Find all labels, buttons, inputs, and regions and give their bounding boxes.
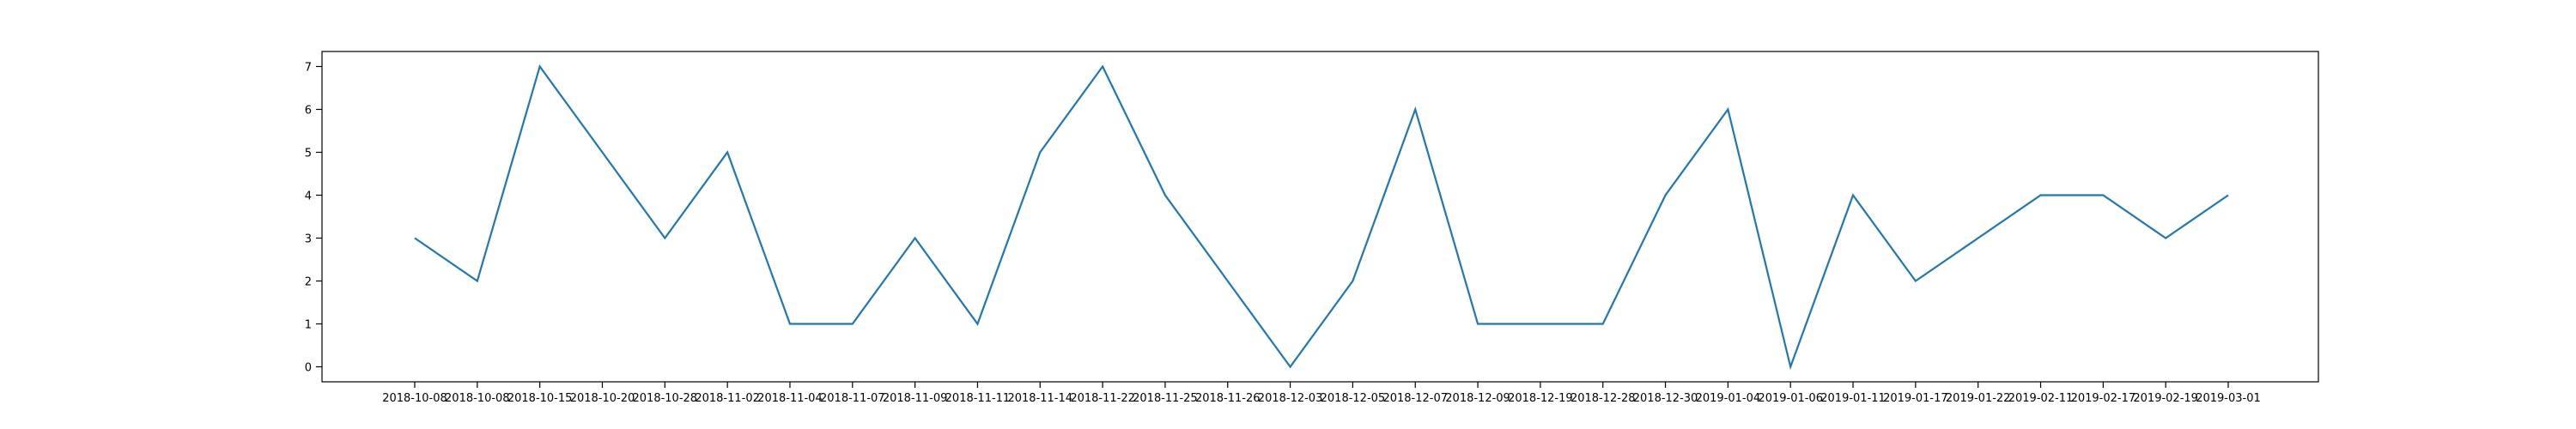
x-tick-label: 2019-01-04 xyxy=(1696,392,1761,405)
plot-area-frame xyxy=(321,51,2319,383)
y-axis: 0 1 2 3 4 5 6 7 xyxy=(305,62,322,375)
x-tick-label: 2019-01-17 xyxy=(1883,392,1948,405)
x-tick-label: 2018-12-07 xyxy=(1382,392,1448,405)
x-tick-label: 2019-03-01 xyxy=(2196,392,2261,405)
x-tick-label: 2018-11-02 xyxy=(695,392,760,405)
y-tick-label: 6 xyxy=(305,105,312,118)
x-tick-label: 2018-12-03 xyxy=(1258,392,1323,405)
x-tick-label: 2018-12-19 xyxy=(1508,392,1573,405)
y-tick-label: 3 xyxy=(305,233,312,246)
x-tick-label: 2018-10-08 xyxy=(382,392,447,405)
x-tick-label: 2018-11-09 xyxy=(883,392,948,405)
x-tick-label: 2018-11-25 xyxy=(1133,392,1198,405)
x-tick-label: 2018-10-08 xyxy=(445,392,510,405)
x-tick-label: 2019-02-17 xyxy=(2071,392,2136,405)
x-tick-label: 2019-02-11 xyxy=(2008,392,2074,405)
y-tick-label: 0 xyxy=(305,362,312,375)
x-tick-label: 2018-11-04 xyxy=(757,392,823,405)
x-tick-label: 2018-10-28 xyxy=(633,392,698,405)
x-tick-label: 2018-11-07 xyxy=(820,392,885,405)
x-tick-label: 2019-01-11 xyxy=(1820,392,1886,405)
x-tick-label: 2018-10-20 xyxy=(570,392,635,405)
x-tick-label: 2018-12-09 xyxy=(1445,392,1510,405)
y-tick-label: 2 xyxy=(305,276,312,289)
y-tick-label: 5 xyxy=(305,148,312,160)
x-tick-label: 2018-11-14 xyxy=(1007,392,1072,405)
x-tick-label: 2018-12-05 xyxy=(1321,392,1386,405)
x-tick-label: 2018-10-15 xyxy=(507,392,573,405)
y-tick-label: 1 xyxy=(305,319,312,332)
y-tick-label: 7 xyxy=(305,62,312,75)
x-tick-label: 2018-11-22 xyxy=(1070,392,1135,405)
x-tick-label: 2019-02-19 xyxy=(2133,392,2198,405)
y-tick-label: 4 xyxy=(305,190,312,203)
x-tick-label: 2018-11-11 xyxy=(945,392,1011,405)
series-line xyxy=(414,64,2229,371)
x-tick-label: 2018-12-28 xyxy=(1571,392,1636,405)
x-tick-label: 2018-11-26 xyxy=(1195,392,1261,405)
x-tick-label: 2019-01-22 xyxy=(1946,392,2011,405)
x-axis: 2018-10-082018-10-082018-10-152018-10-20… xyxy=(382,382,2261,405)
x-tick-label: 2019-01-06 xyxy=(1758,392,1823,405)
x-tick-label: 2018-12-30 xyxy=(1633,392,1698,405)
